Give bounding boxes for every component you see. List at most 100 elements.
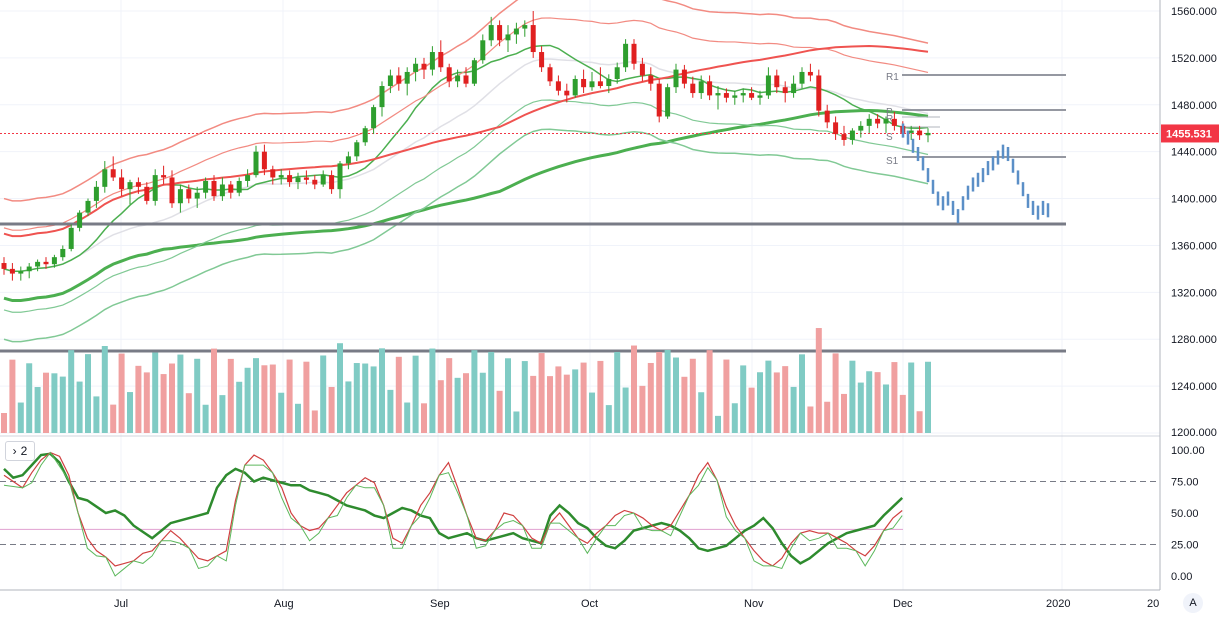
volume-bar <box>437 380 444 433</box>
volume-bar <box>656 351 663 433</box>
volume-bar <box>160 374 167 433</box>
candle-body <box>639 63 645 76</box>
candle-body <box>606 78 612 87</box>
pane-toggle-button[interactable]: › 2 <box>5 441 35 461</box>
volume-bar <box>59 376 66 433</box>
volume-bar <box>127 392 133 433</box>
volume-bar <box>169 363 175 433</box>
candle-body <box>110 169 116 178</box>
candle-body <box>740 93 746 96</box>
volume-bar <box>370 366 377 433</box>
candle-body <box>564 90 570 96</box>
axis-labels: 1560.000 1520.000 1480.000 1440.000 1400.000… <box>114 6 1219 610</box>
candle-body <box>43 261 49 265</box>
volume-bar <box>353 363 360 433</box>
candle-body <box>51 257 57 265</box>
volume-bar <box>421 403 427 433</box>
candle-body <box>539 52 545 68</box>
grid-lines <box>0 0 1160 590</box>
volume-bar <box>698 392 705 433</box>
candle-body <box>1 263 7 269</box>
candle-body <box>581 78 587 88</box>
candle-body <box>295 177 301 183</box>
volume-bar <box>26 363 33 433</box>
projection-bars <box>901 123 1050 224</box>
candle-body <box>354 142 360 157</box>
candle-body <box>530 25 536 53</box>
candle-body <box>833 122 839 135</box>
candle-body <box>631 43 637 64</box>
candle-body <box>261 151 267 170</box>
volume-bar <box>782 366 789 433</box>
candle-body <box>194 192 200 199</box>
chevron-right-icon: › <box>12 444 17 458</box>
candle-body <box>690 83 696 94</box>
candle-body <box>379 86 385 108</box>
volume-bar <box>387 389 394 433</box>
candle-body <box>614 67 620 79</box>
volume-bar <box>454 377 461 433</box>
volume-bar <box>219 395 226 433</box>
candle-body <box>421 63 427 70</box>
volume-bar <box>278 392 285 433</box>
axes <box>0 0 1161 591</box>
candle-body <box>169 177 175 204</box>
candle-body <box>152 175 158 201</box>
candle-body <box>18 271 24 274</box>
volume-bar <box>227 358 234 433</box>
volume-bar <box>513 411 520 433</box>
volume-bar <box>681 376 688 433</box>
candle-body <box>597 81 603 87</box>
osc-tick-label: 100.00 <box>1171 445 1205 457</box>
osc-tick-label: 75.00 <box>1171 477 1199 489</box>
candle-body <box>774 75 780 88</box>
volume-bar <box>244 367 251 433</box>
volume-bar <box>790 386 797 433</box>
bollinger-upper-line <box>3 0 929 202</box>
autoscale-button[interactable]: A <box>1183 593 1203 613</box>
candle-body <box>236 180 242 193</box>
volume-bar <box>664 349 671 433</box>
volume-bar <box>832 353 839 433</box>
candle-body <box>572 78 578 96</box>
candle-body <box>555 81 561 91</box>
volume-bar <box>731 403 738 433</box>
candle-body <box>749 93 755 98</box>
volume-bar <box>857 382 864 433</box>
volume-bar <box>303 361 310 433</box>
volume-bar <box>320 355 327 433</box>
volume-bar <box>538 353 545 433</box>
time-tick-label: Jul <box>114 598 128 610</box>
candle-body <box>60 248 66 258</box>
volume-bar <box>496 390 503 433</box>
time-tick-label: Nov <box>744 598 764 610</box>
volume-bar <box>773 372 780 433</box>
volume-bar <box>328 386 335 433</box>
volume-bar <box>43 372 49 433</box>
candle-body <box>589 81 595 88</box>
candle-body <box>228 184 234 193</box>
candle-body <box>337 163 343 190</box>
candle-body <box>320 175 326 185</box>
candle-body <box>144 186 150 201</box>
volume-bar <box>807 406 814 433</box>
volume-bar <box>101 346 108 433</box>
candle-body <box>438 52 444 68</box>
volume-bar <box>177 354 184 433</box>
volume-bar <box>488 351 495 433</box>
volume-bar <box>757 372 763 433</box>
candle-body <box>807 71 813 76</box>
candle-body <box>732 95 738 98</box>
volume-bar <box>269 364 276 433</box>
candle-body <box>497 25 503 41</box>
volume-bar <box>866 371 873 433</box>
osc-signal-line <box>3 451 903 577</box>
volume-bar <box>362 363 369 433</box>
volume-bar <box>723 359 730 433</box>
pane-count: 2 <box>20 444 28 458</box>
volume-bars <box>1 328 931 433</box>
volume-bar <box>765 360 772 433</box>
candle-body <box>127 182 133 190</box>
volume-bar <box>395 356 402 433</box>
